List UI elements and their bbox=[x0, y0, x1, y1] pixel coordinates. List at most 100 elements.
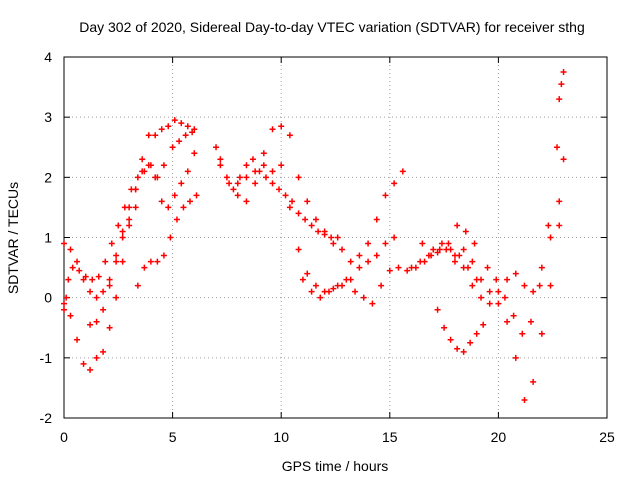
data-point bbox=[178, 120, 185, 127]
data-point bbox=[308, 222, 315, 229]
data-point bbox=[67, 246, 74, 253]
data-point bbox=[186, 198, 193, 205]
data-point bbox=[106, 276, 113, 283]
data-point bbox=[115, 222, 122, 229]
data-point bbox=[451, 252, 458, 259]
data-point bbox=[217, 156, 224, 163]
data-point bbox=[67, 312, 74, 319]
data-point bbox=[299, 276, 306, 283]
data-point bbox=[191, 126, 198, 133]
data-point bbox=[286, 204, 293, 211]
data-point bbox=[89, 276, 96, 283]
data-point bbox=[469, 258, 476, 265]
data-point bbox=[171, 192, 178, 199]
data-point bbox=[223, 174, 230, 181]
data-point bbox=[63, 294, 70, 301]
data-point bbox=[373, 252, 380, 259]
data-point bbox=[302, 216, 309, 223]
data-point bbox=[154, 258, 161, 265]
data-point bbox=[554, 144, 561, 151]
x-axis-label: GPS time / hours bbox=[282, 458, 389, 474]
data-point bbox=[184, 168, 191, 175]
data-point bbox=[460, 246, 467, 253]
data-point bbox=[80, 360, 87, 367]
x-tick-label: 25 bbox=[599, 429, 615, 445]
data-point bbox=[260, 162, 267, 169]
data-point bbox=[184, 123, 191, 130]
data-point bbox=[269, 180, 276, 187]
data-point bbox=[536, 282, 543, 289]
data-point bbox=[343, 276, 350, 283]
series-arc-3 bbox=[61, 117, 198, 373]
data-point bbox=[527, 318, 534, 325]
data-point bbox=[180, 204, 187, 211]
data-point bbox=[417, 258, 424, 265]
data-point bbox=[521, 282, 528, 289]
data-point bbox=[69, 264, 76, 271]
x-tick-label: 10 bbox=[273, 429, 289, 445]
data-point bbox=[76, 267, 83, 274]
y-tick-label: -1 bbox=[40, 350, 53, 366]
data-point bbox=[234, 192, 241, 199]
y-tick-label: 2 bbox=[44, 169, 52, 185]
data-point bbox=[167, 234, 174, 241]
data-point bbox=[87, 366, 94, 373]
data-point bbox=[460, 348, 467, 355]
data-point bbox=[169, 144, 176, 151]
data-point bbox=[160, 162, 167, 169]
data-point bbox=[478, 276, 485, 283]
data-point bbox=[126, 216, 133, 223]
data-point bbox=[391, 234, 398, 241]
data-point bbox=[419, 240, 426, 247]
series-arc-2 bbox=[61, 150, 198, 301]
data-point bbox=[113, 294, 120, 301]
series-arc-14 bbox=[419, 222, 478, 259]
data-point bbox=[171, 117, 178, 124]
data-point bbox=[182, 132, 189, 139]
data-point bbox=[191, 150, 198, 157]
data-point bbox=[330, 240, 337, 247]
data-point bbox=[230, 186, 237, 193]
y-axis-label: SDTVAR / TECUs bbox=[5, 182, 21, 294]
data-point bbox=[547, 282, 554, 289]
data-point bbox=[556, 96, 563, 103]
data-point bbox=[145, 162, 152, 169]
data-point bbox=[501, 294, 508, 301]
series-arc-12 bbox=[451, 222, 563, 403]
data-point bbox=[312, 216, 319, 223]
data-point bbox=[454, 345, 461, 352]
data-point bbox=[547, 234, 554, 241]
data-point bbox=[560, 69, 567, 76]
data-point bbox=[325, 288, 332, 295]
data-point bbox=[93, 318, 100, 325]
data-point bbox=[93, 294, 100, 301]
data-point bbox=[447, 336, 454, 343]
data-point bbox=[304, 198, 311, 205]
data-point bbox=[399, 168, 406, 175]
data-point bbox=[443, 246, 450, 253]
data-point bbox=[493, 276, 500, 283]
data-point bbox=[252, 180, 259, 187]
data-point bbox=[87, 288, 94, 295]
data-point bbox=[132, 204, 139, 211]
series-arc-5 bbox=[134, 192, 200, 289]
data-point bbox=[74, 258, 81, 265]
data-point bbox=[339, 246, 346, 253]
data-point bbox=[486, 288, 493, 295]
data-point bbox=[521, 396, 528, 403]
data-point bbox=[213, 144, 220, 151]
data-point bbox=[473, 330, 480, 337]
series-arc-8 bbox=[234, 162, 398, 295]
data-point bbox=[189, 129, 196, 136]
data-point bbox=[87, 321, 94, 328]
data-point bbox=[152, 174, 159, 181]
data-point bbox=[178, 180, 185, 187]
data-point bbox=[106, 282, 113, 289]
data-point bbox=[289, 198, 296, 205]
data-point bbox=[226, 180, 233, 187]
data-point bbox=[365, 240, 372, 247]
data-point bbox=[312, 282, 319, 289]
series-arc-6 bbox=[213, 144, 341, 241]
data-point bbox=[434, 306, 441, 313]
data-point bbox=[134, 282, 141, 289]
